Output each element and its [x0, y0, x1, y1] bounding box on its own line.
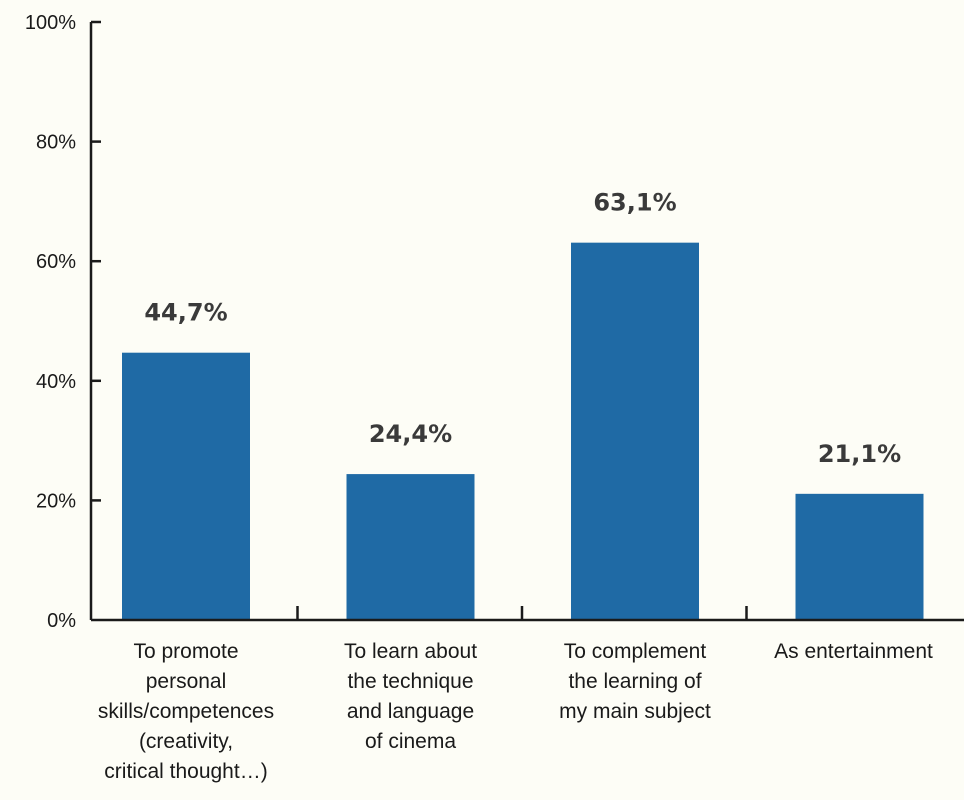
- y-axis: 0% 20% 40% 60% 80% 100%: [25, 12, 101, 632]
- bar: [571, 242, 699, 621]
- category-label-line: the learning of: [568, 670, 701, 693]
- category-label-line: and language: [347, 700, 474, 723]
- y-tick-label: 60%: [36, 251, 76, 273]
- y-tick-label: 40%: [36, 371, 76, 393]
- data-label: 63,1%: [593, 189, 676, 217]
- category-label-line: of cinema: [365, 730, 456, 753]
- category-label: To promote personal skills/competences (cre…: [98, 640, 274, 783]
- category-label-line: To promote: [133, 640, 238, 663]
- category-label-line: my main subject: [559, 700, 711, 723]
- category-label-line: skills/competences: [98, 700, 274, 723]
- bar: [795, 493, 924, 620]
- data-label: 21,1%: [818, 440, 901, 468]
- data-label: 24,4%: [369, 420, 452, 448]
- y-tick-label: 20%: [36, 490, 76, 512]
- y-tick-label: 80%: [36, 132, 76, 154]
- category-label-line: To complement: [564, 640, 707, 663]
- category-labels: To promote personal skills/competences (cre…: [98, 640, 933, 783]
- category-label: To complement the learning of my main subj…: [559, 640, 711, 723]
- category-label-line: critical thought…): [104, 760, 267, 783]
- y-tick-label: 0%: [47, 610, 76, 632]
- bar: [122, 352, 250, 620]
- category-label: As entertainment: [774, 640, 933, 663]
- category-label-line: To learn about: [344, 640, 477, 663]
- category-label-line: (creativity,: [139, 730, 233, 753]
- bars: [122, 242, 924, 621]
- data-label: 44,7%: [144, 299, 227, 327]
- category-label-line: personal: [146, 670, 227, 693]
- y-tick-label: 100%: [25, 12, 76, 34]
- x-axis: [91, 606, 964, 622]
- category-label-line: the technique: [347, 670, 473, 693]
- data-labels: 44,7% 24,4% 63,1% 21,1%: [144, 189, 901, 468]
- category-label-line: As entertainment: [774, 640, 933, 663]
- bar: [346, 474, 475, 620]
- category-label: To learn about the technique and language o…: [344, 640, 477, 753]
